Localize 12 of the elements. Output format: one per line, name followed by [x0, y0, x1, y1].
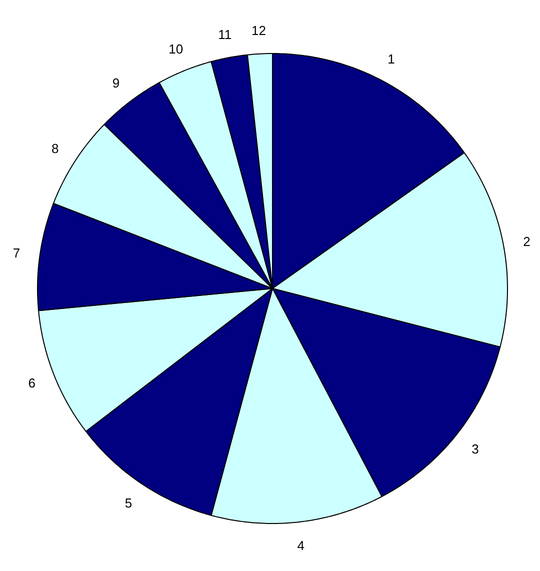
slice-label: 10	[168, 41, 184, 56]
slice-label: 2	[523, 234, 530, 250]
slice-label: 1	[388, 51, 395, 66]
slice-label: 5	[124, 496, 132, 511]
slice-label: 11	[218, 26, 232, 42]
slice-label: 4	[297, 538, 304, 553]
slice-label: 6	[28, 375, 36, 390]
slice-label: 9	[112, 75, 120, 90]
slice-label: 7	[12, 245, 20, 260]
slice-label: 8	[52, 141, 59, 156]
slice-label: 3	[472, 441, 479, 456]
slice-label: 12	[251, 22, 266, 38]
